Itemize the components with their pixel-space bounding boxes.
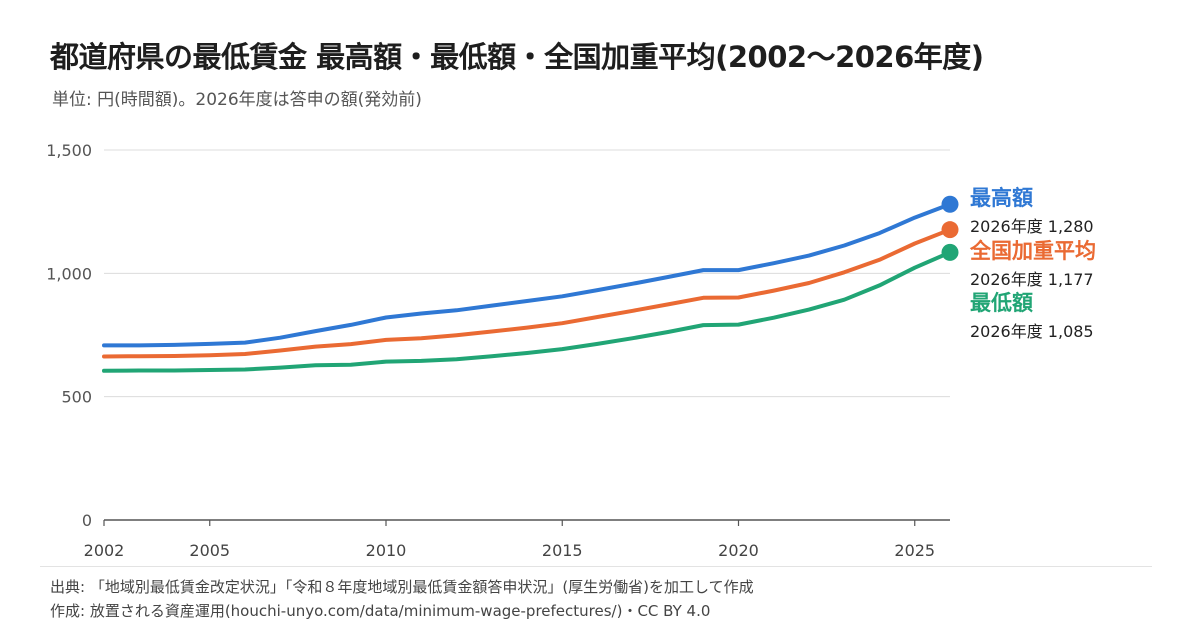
series-value-label: 2026年度 1,177 [970,270,1094,289]
footer-divider [40,566,1152,567]
series-layer [102,195,959,373]
series-name-label: 全国加重平均 [969,239,1096,263]
series-line-1 [102,227,952,359]
series-line-2 [102,250,952,373]
series-name-label: 最高額 [970,186,1033,210]
source-note: 出典: 「地域別最低賃金改定状況」「令和８年度地域別最低賃金額答申状況」(厚生労… [50,578,754,596]
chart-subtitle: 単位: 円(時間額)。2026年度は答申の額(発効前) [52,90,422,110]
y-tick-label: 0 [82,511,92,530]
y-tick-label: 500 [61,388,92,407]
series-value-label: 2026年度 1,280 [970,217,1094,236]
series-value-label: 2026年度 1,085 [970,322,1094,341]
x-tick-label: 2015 [542,541,583,560]
grid-layer [104,149,950,398]
end-label-layer: 最高額 2026年度 1,280 全国加重平均 2026年度 1,177 最低額 2026… [969,186,1096,341]
series-end-marker-1 [941,221,959,239]
footer: 出典: 「地域別最低賃金改定状況」「令和８年度地域別最低賃金額答申状況」(厚生労… [50,575,754,623]
series-end-marker-0 [941,195,959,213]
x-tick-label: 2005 [189,541,230,560]
x-tick-label: 2002 [84,541,125,560]
series-line-0 [102,202,952,348]
credit-note: 作成: 放置される資産運用(houchi-unyo.com/data/minim… [50,602,711,620]
x-tick-label: 2010 [366,541,407,560]
series-end-marker-2 [941,243,959,261]
x-tick-label: 2025 [894,541,935,560]
chart-title: 都道府県の最低賃金 最高額・最低額・全国加重平均(2002〜2026年度) [50,40,984,74]
x-tick-label: 2020 [718,541,759,560]
y-tick-label: 1,500 [46,141,92,160]
series-name-label: 最低額 [970,291,1033,315]
y-tick-label: 1,000 [46,264,92,283]
axis-layer: 0 500 1,000 1,500 2002 2005 2010 2015 2020 2025 [46,141,950,560]
